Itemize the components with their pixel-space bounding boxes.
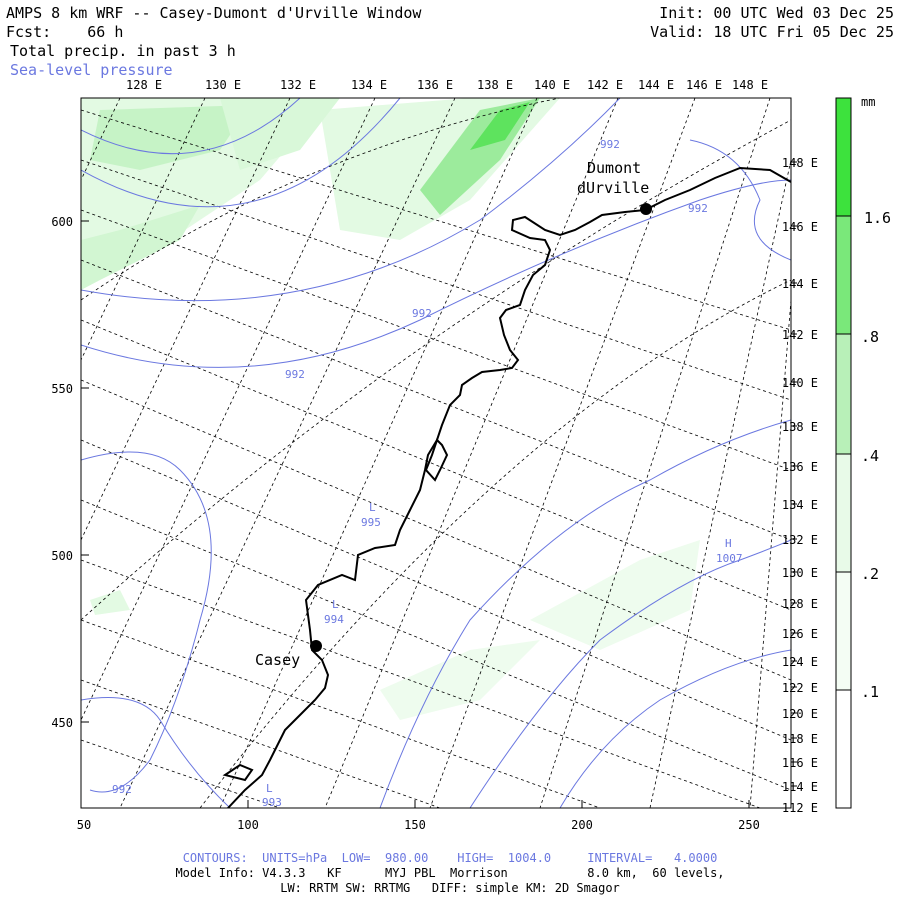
top-lon-labels: 128 E 130 E 132 E 134 E 136 E 138 E 140 … [126,78,768,92]
pressure-center-symbol: H [725,537,732,550]
physics-info: LW: RRTM SW: RRTMG DIFF: simple KM: 2D S… [280,881,620,895]
pressure-center-value: 993 [262,796,282,809]
colorbar-swatch [836,690,851,808]
colorbar-swatch [836,334,851,454]
lon-label: 130 E [782,566,818,580]
y-tick-label: 600 [51,215,73,229]
lon-label: 148 E [732,78,768,92]
pressure-center-symbol: L [266,782,273,795]
lon-label: 128 E [126,78,162,92]
contour-label: 992 [112,783,132,796]
x-tick-label: 250 [738,818,760,832]
right-ticks [791,161,797,787]
colorbar-label: .4 [861,447,879,465]
y-axis-ticks [81,220,89,723]
colorbar-swatch [836,98,851,216]
x-axis-labels: 50 100 150 200 250 [77,818,760,832]
colorbar-swatch [836,216,851,334]
colorbar-unit: mm [861,95,875,109]
contour-label: 992 [688,202,708,215]
lon-label: 134 E [351,78,387,92]
lon-label: 132 E [280,78,316,92]
lon-label: 146 E [686,78,722,92]
lon-label: 148 E [782,156,818,170]
lon-label: 144 E [782,277,818,291]
lon-label: 140 E [782,376,818,390]
x-tick-label: 150 [404,818,426,832]
init-time: Init: 00 UTC Wed 03 Dec 25 [659,4,894,22]
lon-label: 128 E [782,597,818,611]
lon-label: 118 E [782,732,818,746]
lon-label: 140 E [534,78,570,92]
contour-label: 992 [285,368,305,381]
model-info: Model Info: V4.3.3 KF MYJ PBL Morrison 8… [175,866,725,880]
precip-shading [81,98,700,720]
contour-label: 992 [412,307,432,320]
lon-label: 112 E [782,801,818,815]
lon-label: 116 E [782,756,818,770]
pressure-centers: L 995 L 994 H 1007 L 993 [262,501,743,809]
lon-label: 136 E [782,460,818,474]
y-tick-label: 450 [51,716,73,730]
lon-label: 120 E [782,707,818,721]
lon-label: 142 E [587,78,623,92]
pressure-center-symbol: L [369,501,376,514]
contour-info: CONTOURS: UNITS=hPa LOW= 980.00 HIGH= 10… [182,851,718,865]
lon-label: 144 E [638,78,674,92]
lon-label: 130 E [205,78,241,92]
colorbar-frame [835,97,852,809]
x-tick-label: 200 [571,818,593,832]
lon-label: 138 E [477,78,513,92]
colorbar-swatch [836,572,851,690]
lon-label: 142 E [782,328,818,342]
y-tick-label: 550 [51,382,73,396]
x-tick-label: 100 [237,818,259,832]
lon-label: 124 E [782,655,818,669]
contour-label: 992 [600,138,620,151]
map-plot-area [81,98,791,808]
x-tick-label: 50 [77,818,91,832]
pressure-center-symbol: L [332,598,339,611]
station-label-dumont: Dumont [587,159,641,177]
precip-colorbar: mm 1.6 .8 .4 .2 .1 [835,95,891,809]
plot-frame [80,97,792,809]
lon-label: 146 E [782,220,818,234]
lon-label: 126 E [782,627,818,641]
dumont-durville-station-marker [640,203,652,215]
station-label-durville: dUrville [577,179,649,197]
colorbar-label: .1 [861,683,879,701]
valid-time: Valid: 18 UTC Fri 05 Dec 25 [650,23,894,41]
map-title: AMPS 8 km WRF -- Casey-Dumont d'Urville … [6,4,422,22]
lon-label: 114 E [782,780,818,794]
lon-label: 122 E [782,681,818,695]
casey-station-marker [310,640,322,652]
x-axis-ticks [80,800,750,808]
y-axis-labels: 600 550 500 450 [51,215,73,730]
lon-label: 132 E [782,533,818,547]
forecast-hour: Fcst: 66 h [6,23,124,41]
field-name: Total precip. in past 3 h [10,42,236,60]
right-lon-labels: 148 E 146 E 144 E 142 E 140 E 138 E 136 … [782,156,818,815]
graticule [81,98,791,808]
y-tick-label: 500 [51,549,73,563]
coastline [222,166,791,808]
colorbar-label: .8 [861,328,879,346]
pressure-center-value: 994 [324,613,344,626]
pressure-center-value: 1007 [716,552,743,565]
lon-label: 136 E [417,78,453,92]
colorbar-label: 1.6 [864,209,891,227]
colorbar-label: .2 [861,565,879,583]
lon-label: 134 E [782,498,818,512]
overlay-name: Sea-level pressure [10,61,173,79]
contour-labels: 992 992 992 992 992 [112,138,708,796]
colorbar-swatch [836,454,851,572]
pressure-center-value: 995 [361,516,381,529]
station-label-casey: Casey [255,651,300,669]
slp-contours [81,98,791,808]
lon-label: 138 E [782,420,818,434]
